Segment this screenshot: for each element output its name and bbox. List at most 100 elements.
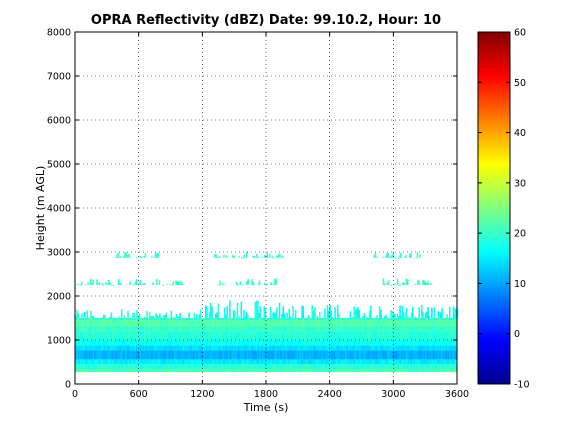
heatmap-cell (454, 308, 456, 318)
heatmap-cell (329, 318, 332, 321)
heatmap-cell (131, 331, 133, 340)
heatmap-cell (455, 308, 457, 318)
heatmap-cell (160, 364, 162, 370)
heatmap-cell (356, 369, 359, 373)
heatmap-cell (346, 320, 348, 326)
heatmap-cell (304, 364, 306, 370)
heatmap-cell (330, 359, 333, 365)
y-tick-label: 4000 (47, 204, 71, 215)
heatmap-cell (134, 331, 137, 340)
heatmap-cell (165, 325, 168, 332)
heatmap-cell (91, 315, 94, 318)
heatmap-cell (354, 309, 357, 318)
heatmap-cell (294, 364, 296, 370)
heatmap-cell (185, 345, 188, 351)
heatmap-cell (227, 369, 230, 373)
heatmap-cell (302, 350, 305, 360)
heatmap-cell (243, 318, 245, 321)
heatmap-cell (225, 369, 227, 373)
heatmap-cell (291, 325, 294, 332)
heatmap-cell (302, 325, 305, 332)
heatmap-cell (378, 331, 380, 340)
heatmap-cell (341, 325, 343, 332)
heatmap-cell (166, 345, 169, 351)
heatmap-cell (161, 345, 164, 351)
heatmap-cell (254, 340, 257, 346)
heatmap-cell (175, 320, 178, 326)
heatmap-cell (109, 331, 112, 340)
heatmap-cell (411, 350, 413, 360)
heatmap-cell (198, 340, 201, 346)
heatmap-cell (364, 359, 366, 365)
heatmap-cell (221, 325, 224, 332)
heatmap-cell (258, 331, 261, 340)
heatmap-cell (381, 369, 384, 373)
heatmap-cell (105, 331, 108, 340)
heatmap-cell (161, 359, 164, 365)
heatmap-cell (159, 325, 161, 332)
heatmap-cell (287, 359, 290, 365)
heatmap-cell (222, 320, 225, 326)
heatmap-cell (90, 364, 92, 370)
heatmap-cell (147, 340, 150, 346)
heatmap-cell (422, 364, 425, 370)
heatmap-cell (134, 345, 137, 351)
heatmap-cell (158, 280, 161, 285)
heatmap-cell (435, 331, 438, 340)
heatmap-cell (372, 318, 375, 321)
heatmap-cell (220, 364, 222, 370)
heatmap-cell (291, 331, 294, 340)
heatmap-cell (217, 340, 220, 346)
heatmap-cell (119, 359, 122, 365)
heatmap-cell (152, 345, 155, 351)
heatmap-cell (181, 340, 184, 346)
heatmap-cell (371, 350, 374, 360)
heatmap-cell (139, 279, 142, 285)
heatmap-cell (77, 325, 80, 332)
heatmap-cell (351, 320, 353, 326)
heatmap-cell (453, 364, 455, 370)
heatmap-cell (410, 253, 412, 258)
heatmap-cell (431, 325, 434, 332)
heatmap-cell (176, 350, 179, 360)
heatmap-cell (338, 359, 341, 365)
heatmap-cell (157, 331, 160, 340)
heatmap-cell (350, 364, 352, 370)
heatmap-cell (236, 318, 239, 321)
heatmap-cell (269, 364, 272, 370)
heatmap-cell (175, 364, 178, 370)
heatmap-cell (78, 331, 81, 340)
heatmap-cell (411, 320, 413, 326)
heatmap-cell (119, 350, 122, 360)
heatmap-cell (277, 345, 280, 351)
heatmap-cell (235, 325, 238, 332)
heatmap-cell (446, 318, 449, 321)
heatmap-cell (236, 364, 239, 370)
heatmap-cell (145, 350, 147, 360)
heatmap-cell (274, 340, 277, 346)
heatmap-cell (403, 345, 406, 351)
heatmap-cell (282, 345, 285, 351)
heatmap-cell (316, 320, 319, 326)
heatmap-cell (347, 320, 350, 326)
heatmap-cell (362, 318, 365, 321)
heatmap-cell (295, 364, 297, 370)
heatmap-cell (178, 282, 181, 285)
heatmap-cell (272, 320, 275, 326)
heatmap-cell (119, 331, 122, 340)
heatmap-cell (356, 318, 359, 321)
heatmap-cell (363, 313, 366, 318)
heatmap-cell (142, 320, 145, 326)
heatmap-cell (445, 350, 448, 360)
heatmap-cell (203, 345, 206, 351)
heatmap-cell (310, 331, 313, 340)
heatmap-cell (232, 340, 235, 346)
heatmap-cell (344, 359, 347, 365)
heatmap-cell (291, 340, 294, 346)
heatmap-cell (339, 331, 342, 340)
heatmap-cell (411, 325, 413, 332)
heatmap-cell (178, 359, 180, 365)
heatmap-cell (449, 320, 452, 326)
heatmap-cell (233, 255, 235, 258)
heatmap-cell (370, 320, 373, 326)
